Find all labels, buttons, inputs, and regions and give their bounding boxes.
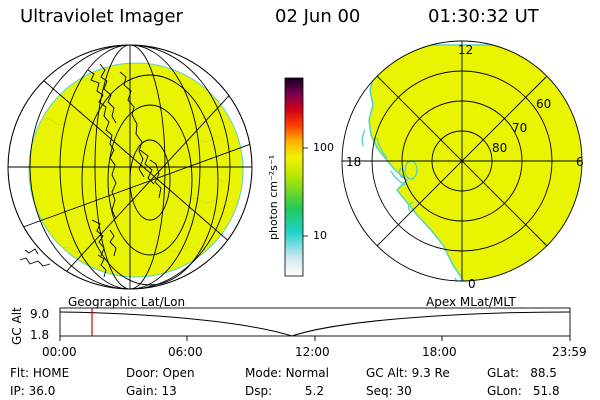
altitude-axis-label: GC Alt [10,307,24,345]
info-door: Door: Open [126,366,195,380]
info-gc-alt: GC Alt: 9.3 Re [366,366,450,380]
orbit-altitude-curve [59,311,571,337]
instrument-title: Ultraviolet Imager [20,6,183,27]
colorbar-tick-100: 100 [313,141,334,154]
info-ip: IP: 36.0 [10,384,56,398]
polar-image [341,40,583,282]
info-dsp: Dsp: 5.2 [245,384,324,398]
info-glat: GLat: 88.5 [487,366,557,380]
date-label: 02 Jun 00 [275,6,361,27]
info-seq: Seq: 30 [366,384,412,398]
left-panel-caption: Geographic Lat/Lon [68,295,186,309]
colorbar-unit-label: photon cm⁻²s⁻¹ [267,154,280,240]
color-scale-bar [284,77,308,277]
info-mode: Mode: Normal [245,366,329,380]
left-image-disk [28,62,244,278]
time-tick-0600: 06:00 [168,345,203,359]
altitude-tick-1-8: 1.8 [30,328,50,342]
time-tick-2359: 23:59 [552,345,587,359]
auroral-image-region [368,44,582,281]
altitude-tick-9: 9.0 [30,307,50,321]
time-tick-1200: 12:00 [295,345,330,359]
time-tick-0000: 00:00 [42,345,77,359]
time-tick-1800: 18:00 [422,345,457,359]
lat-label-60: 60 [536,97,552,111]
right-panel-caption: Apex MLat/MLT [426,295,516,309]
mlt-label-6: 6 [576,155,584,169]
mlt-label-18: 18 [346,155,362,169]
info-flt: Flt: HOME [10,366,70,380]
mlt-label-0: 0 [468,277,476,291]
info-glon: GLon: 51.8 [487,384,560,398]
time-label: 01:30:32 UT [428,6,539,27]
geographic-image [7,44,253,290]
lat-label-80: 80 [492,141,508,155]
altitude-timeline [59,307,571,341]
mlt-label-12: 12 [458,43,474,57]
lat-label-70: 70 [512,121,528,135]
info-gain: Gain: 13 [126,384,177,398]
colorbar-tick-10: 10 [313,229,327,242]
